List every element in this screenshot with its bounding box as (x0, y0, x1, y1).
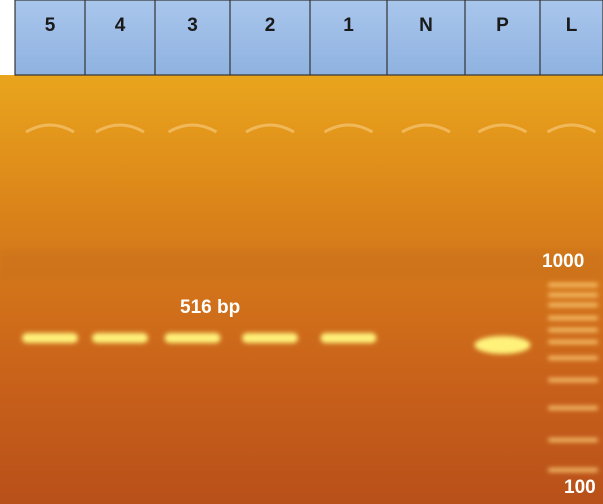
lane-label: L (566, 15, 578, 36)
lane-labels: 5 4 3 2 1 N P L (45, 0, 578, 75)
ladder-top-label: 1000 (542, 251, 584, 272)
ladder-band (548, 468, 598, 472)
dna-band (92, 333, 148, 343)
lane-label: P (496, 15, 509, 36)
product-size-label: 516 bp (180, 297, 240, 318)
well (245, 123, 295, 134)
gel-smear (0, 250, 603, 280)
dna-band (320, 333, 377, 343)
ladder-band (548, 340, 598, 344)
dna-band (164, 333, 221, 343)
well (25, 123, 75, 134)
lane-label: N (419, 15, 433, 36)
well (95, 123, 145, 134)
ladder-band (548, 293, 598, 297)
lane-header (14, 0, 603, 76)
well (167, 123, 218, 134)
ladder-band (548, 328, 598, 332)
ladder-band (548, 303, 598, 307)
dna-band (22, 333, 78, 343)
ladder-band (548, 283, 598, 287)
ladder-band (548, 316, 598, 320)
well (477, 123, 528, 134)
well (546, 123, 597, 134)
ladder-band (548, 406, 598, 410)
lane-label: 5 (45, 15, 56, 36)
lane-label: 3 (187, 15, 198, 36)
ladder-band (548, 378, 598, 382)
lane-label: 1 (343, 15, 354, 36)
gel-background (0, 75, 603, 504)
ladder (548, 283, 598, 472)
ladder-band (548, 356, 598, 360)
ladder-bottom-label: 100 (564, 477, 596, 498)
dna-band (242, 333, 298, 343)
well (401, 123, 451, 134)
well (323, 123, 374, 134)
lane-label: 4 (115, 15, 126, 36)
lane-label: 2 (265, 15, 276, 36)
wells (25, 123, 597, 134)
dna-band (474, 336, 531, 354)
ladder-band (548, 438, 598, 442)
bands (22, 333, 531, 354)
